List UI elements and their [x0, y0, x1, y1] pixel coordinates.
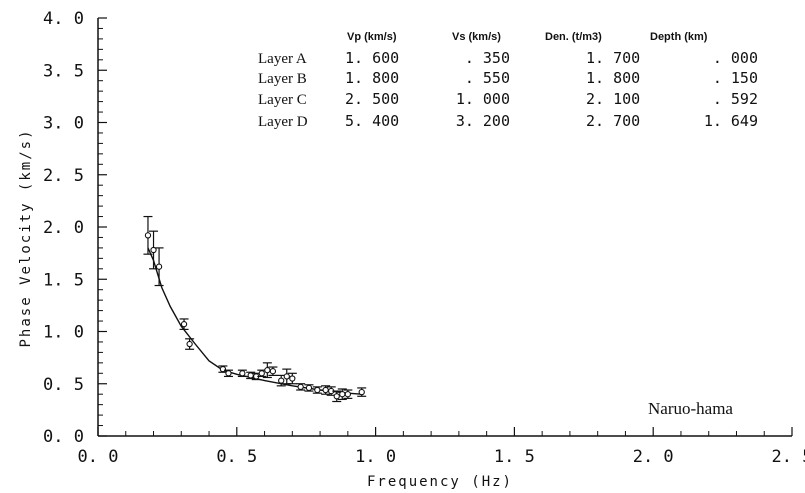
observed-point [297, 383, 304, 391]
table-header-vs: Vs (km/s) [452, 31, 501, 43]
layer-b-vp: 1. 800 [345, 69, 399, 87]
y-tick-label: 4. 0 [43, 9, 84, 29]
y-tick-label: 2. 5 [43, 166, 84, 186]
observed-point [180, 321, 188, 328]
observed-point [278, 377, 285, 384]
x-tick-label: 1. 5 [494, 447, 535, 467]
axes [97, 18, 792, 437]
y-tick-label: 1. 5 [43, 270, 84, 290]
observed-point [358, 388, 365, 396]
y-tick-label: 0. 0 [43, 427, 84, 447]
observed-point [305, 384, 313, 392]
layer-d-name: Layer D [258, 114, 308, 130]
x-tick-label: 2. 5 [772, 447, 805, 467]
observed-point [239, 370, 246, 377]
layer-c-vs: 1. 000 [456, 90, 510, 108]
observed-point [219, 365, 227, 373]
y-tick-label: 3. 5 [43, 61, 84, 81]
observed-point [144, 232, 152, 239]
observed-point [322, 386, 329, 394]
table-header-depth: Depth (km) [650, 31, 708, 43]
layer-d-vs: 3. 200 [456, 112, 510, 130]
ticks [97, 17, 793, 437]
layer-a-den: 1. 700 [586, 49, 640, 67]
y-tick-label: 1. 0 [43, 323, 84, 343]
observed-point [264, 367, 271, 374]
layer-a-vp: 1. 600 [345, 49, 399, 67]
observed-point [283, 373, 290, 380]
observed-point [339, 391, 346, 398]
x-tick-label: 2. 0 [633, 447, 674, 467]
layer-c-depth: . 592 [713, 90, 758, 108]
layer-b-depth: . 150 [713, 69, 758, 87]
layer-b-den: 1. 800 [586, 69, 640, 87]
y-tick-label: 0. 5 [43, 375, 84, 395]
observed-point [289, 375, 296, 382]
layer-b-vs: . 550 [465, 69, 510, 87]
observed-point [150, 246, 157, 254]
observed-points-layer [143, 215, 367, 403]
observed-point [333, 393, 340, 400]
layer-a-name: Layer A [258, 51, 307, 67]
x-tick-label: 0. 5 [216, 447, 257, 467]
observed-point [269, 368, 277, 375]
layer-c-name: Layer C [258, 92, 307, 108]
observed-point [225, 370, 232, 377]
x-tick-label: 1. 0 [355, 447, 396, 467]
x-axis-label: Frequency (Hz) [367, 474, 513, 490]
layer-d-depth: 1. 649 [704, 112, 758, 130]
table-header-den: Den. (t/m3) [545, 31, 602, 43]
table-header-vp: Vp (km/s) [347, 31, 397, 43]
y-axis-label: Phase Velocity (km/s) [18, 128, 34, 347]
observed-point [258, 370, 265, 377]
layer-c-den: 2. 100 [586, 90, 640, 108]
layer-model-table: Vp (km/s) Vs (km/s) Den. (t/m3) Depth (k… [258, 31, 758, 130]
layer-c-vp: 2. 500 [345, 90, 399, 108]
layer-d-vp: 5. 400 [345, 112, 399, 130]
observed-point [155, 263, 163, 270]
tick-labels: 0. 0 0. 5 1. 0 1. 5 2. 0 2. 5 0. 0 0. 5 1. 0 1. 5… [43, 9, 805, 467]
x-tick-label: 0. 0 [78, 447, 119, 467]
site-annotation: Naruo-hama [648, 399, 733, 418]
observed-point [186, 340, 193, 348]
layer-a-vs: . 350 [465, 49, 510, 67]
y-tick-label: 2. 0 [43, 218, 84, 238]
layer-a-depth: . 000 [713, 49, 758, 67]
observed-point [314, 386, 321, 394]
layer-b-name: Layer B [258, 71, 307, 87]
y-tick-label: 3. 0 [43, 114, 84, 134]
observed-point [344, 391, 351, 398]
layer-d-den: 2. 700 [586, 112, 640, 130]
